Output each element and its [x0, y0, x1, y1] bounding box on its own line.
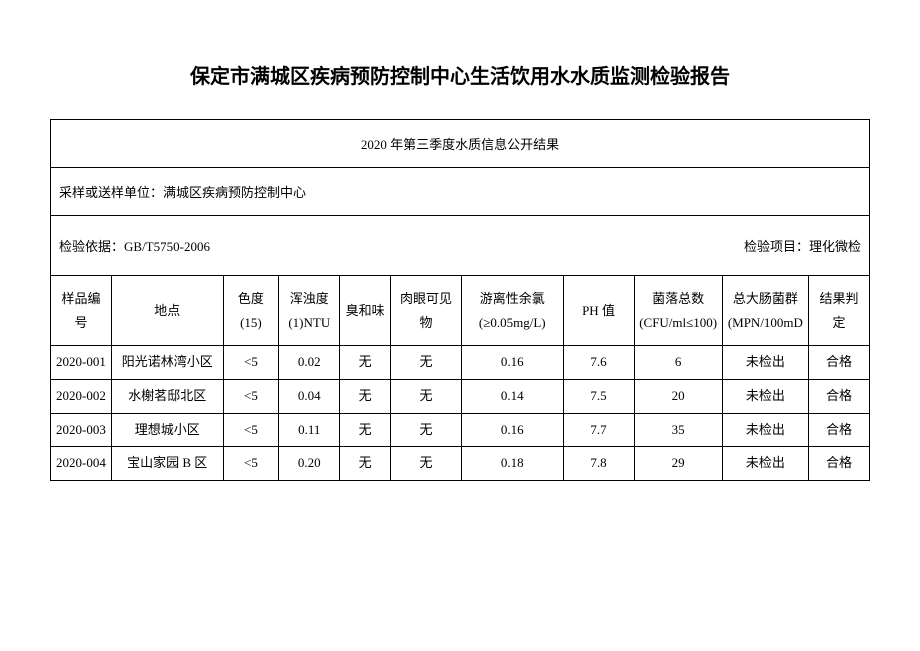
- unit-cell: 采样或送样单位：满城区疾病预防控制中心: [51, 168, 870, 216]
- cell-visible: 无: [390, 379, 461, 413]
- cell-turbidity: 0.02: [279, 346, 340, 380]
- cell-smell: 无: [340, 447, 391, 481]
- cell-result: 合格: [809, 379, 870, 413]
- cell-bacteria: 29: [634, 447, 722, 481]
- cell-bacteria: 35: [634, 413, 722, 447]
- cell-id: 2020-002: [51, 379, 112, 413]
- cell-ph: 7.5: [563, 379, 634, 413]
- cell-coliform: 未检出: [722, 413, 808, 447]
- table-row: 2020-001 阳光诺林湾小区 <5 0.02 无 无 0.16 7.6 6 …: [51, 346, 870, 380]
- cell-location: 水榭茗邸北区: [111, 379, 223, 413]
- cell-visible: 无: [390, 346, 461, 380]
- table-row: 2020-003 理想城小区 <5 0.11 无 无 0.16 7.7 35 未…: [51, 413, 870, 447]
- project-value: 理化微检: [809, 239, 861, 254]
- subtitle-cell: 2020 年第三季度水质信息公开结果: [51, 120, 870, 168]
- cell-ph: 7.6: [563, 346, 634, 380]
- col-location: 地点: [111, 276, 223, 346]
- report-title: 保定市满城区疾病预防控制中心生活饮用水水质监测检验报告: [50, 60, 870, 89]
- cell-turbidity: 0.20: [279, 447, 340, 481]
- col-turbidity: 浑浊度 (1)NTU: [279, 276, 340, 346]
- cell-chlorine: 0.18: [462, 447, 563, 481]
- cell-color: <5: [223, 346, 279, 380]
- cell-turbidity: 0.04: [279, 379, 340, 413]
- cell-visible: 无: [390, 447, 461, 481]
- col-coliform: 总大肠菌群 (MPN/100mD: [722, 276, 808, 346]
- cell-bacteria: 20: [634, 379, 722, 413]
- cell-smell: 无: [340, 346, 391, 380]
- cell-ph: 7.7: [563, 413, 634, 447]
- cell-location: 阳光诺林湾小区: [111, 346, 223, 380]
- project-label: 检验项目：: [744, 239, 809, 254]
- cell-color: <5: [223, 379, 279, 413]
- cell-result: 合格: [809, 413, 870, 447]
- cell-id: 2020-004: [51, 447, 112, 481]
- unit-value: 满城区疾病预防控制中心: [163, 185, 306, 200]
- cell-result: 合格: [809, 346, 870, 380]
- cell-id: 2020-003: [51, 413, 112, 447]
- col-chlorine: 游离性余氯 (≥0.05mg/L): [462, 276, 563, 346]
- table-row: 2020-004 宝山家园 B 区 <5 0.20 无 无 0.18 7.8 2…: [51, 447, 870, 481]
- col-bacteria: 菌落总数 (CFU/ml≤100): [634, 276, 722, 346]
- basis-row: 检验依据：GB/T5750-2006 检验项目：理化微检: [51, 216, 870, 276]
- cell-location: 宝山家园 B 区: [111, 447, 223, 481]
- cell-smell: 无: [340, 379, 391, 413]
- header-row: 样品编号 地点 色度(15) 浑浊度 (1)NTU 臭和味 肉眼可见物 游离性余…: [51, 276, 870, 346]
- basis-label: 检验依据：: [59, 239, 124, 254]
- cell-coliform: 未检出: [722, 346, 808, 380]
- col-color: 色度(15): [223, 276, 279, 346]
- cell-chlorine: 0.16: [462, 413, 563, 447]
- cell-chlorine: 0.16: [462, 346, 563, 380]
- col-result: 结果判定: [809, 276, 870, 346]
- cell-result: 合格: [809, 447, 870, 481]
- cell-id: 2020-001: [51, 346, 112, 380]
- unit-label: 采样或送样单位：: [59, 185, 163, 200]
- col-visible: 肉眼可见物: [390, 276, 461, 346]
- cell-chlorine: 0.14: [462, 379, 563, 413]
- report-table: 2020 年第三季度水质信息公开结果 采样或送样单位：满城区疾病预防控制中心 检…: [50, 119, 870, 481]
- col-ph: PH 值: [563, 276, 634, 346]
- cell-ph: 7.8: [563, 447, 634, 481]
- basis-value: GB/T5750-2006: [124, 239, 210, 254]
- cell-turbidity: 0.11: [279, 413, 340, 447]
- basis-cell: 检验依据：GB/T5750-2006 检验项目：理化微检: [51, 216, 870, 276]
- cell-coliform: 未检出: [722, 379, 808, 413]
- cell-visible: 无: [390, 413, 461, 447]
- cell-color: <5: [223, 413, 279, 447]
- table-row: 2020-002 水榭茗邸北区 <5 0.04 无 无 0.14 7.5 20 …: [51, 379, 870, 413]
- cell-smell: 无: [340, 413, 391, 447]
- subtitle-row: 2020 年第三季度水质信息公开结果: [51, 120, 870, 168]
- col-id: 样品编号: [51, 276, 112, 346]
- basis-left: 检验依据：GB/T5750-2006: [59, 236, 210, 255]
- col-smell: 臭和味: [340, 276, 391, 346]
- cell-location: 理想城小区: [111, 413, 223, 447]
- cell-color: <5: [223, 447, 279, 481]
- cell-bacteria: 6: [634, 346, 722, 380]
- cell-coliform: 未检出: [722, 447, 808, 481]
- unit-row: 采样或送样单位：满城区疾病预防控制中心: [51, 168, 870, 216]
- project-right: 检验项目：理化微检: [744, 236, 861, 255]
